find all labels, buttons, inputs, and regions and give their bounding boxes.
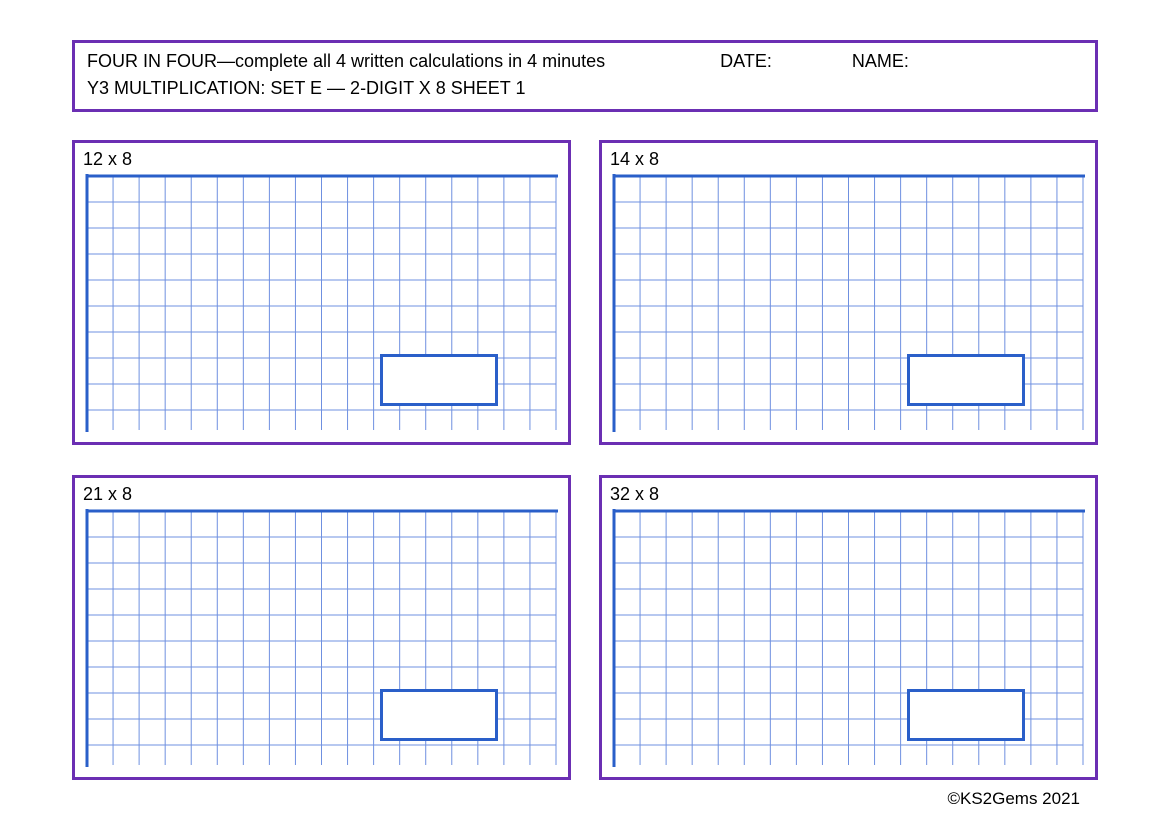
grid-area-4 (610, 509, 1087, 767)
calculation-label-4: 32 x 8 (610, 484, 1087, 505)
worksheet-header: FOUR IN FOUR—complete all 4 written calc… (72, 40, 1098, 112)
calculation-panel-3: 21 x 8 (72, 475, 571, 780)
answer-box-3[interactable] (380, 689, 498, 741)
grid-area-1 (83, 174, 560, 432)
answer-box-4[interactable] (907, 689, 1025, 741)
grid-area-2 (610, 174, 1087, 432)
name-label: NAME: (852, 51, 909, 72)
calculation-panels: 12 x 8 14 x 8 21 x 8 32 x 8 (72, 140, 1098, 780)
calculation-panel-2: 14 x 8 (599, 140, 1098, 445)
answer-box-2[interactable] (907, 354, 1025, 406)
calculation-label-3: 21 x 8 (83, 484, 560, 505)
copyright-footer: ©KS2Gems 2021 (947, 789, 1080, 809)
calculation-panel-4: 32 x 8 (599, 475, 1098, 780)
answer-box-1[interactable] (380, 354, 498, 406)
calculation-panel-1: 12 x 8 (72, 140, 571, 445)
grid-area-3 (83, 509, 560, 767)
calculation-label-1: 12 x 8 (83, 149, 560, 170)
header-line-1: FOUR IN FOUR—complete all 4 written calc… (87, 51, 1083, 72)
calculation-label-2: 14 x 8 (610, 149, 1087, 170)
date-label: DATE: (720, 51, 772, 72)
header-subtitle: Y3 MULTIPLICATION: SET E — 2-DIGIT X 8 S… (87, 78, 1083, 99)
header-title: FOUR IN FOUR—complete all 4 written calc… (87, 51, 605, 72)
